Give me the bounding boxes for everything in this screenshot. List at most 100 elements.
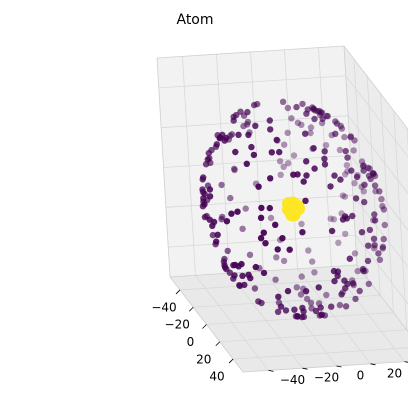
electron-point [328,227,336,235]
electron-point [352,295,359,303]
electron-point [353,173,361,181]
electron-point [231,272,238,279]
electron-point [339,216,347,223]
electron-point [303,295,311,303]
electron-point [302,130,309,137]
electron-point [251,101,258,109]
y-tick-label: 20 [387,366,402,380]
electron-point [371,242,378,249]
electron-point [233,111,240,119]
electron-point [213,141,220,148]
electron-point [248,143,255,151]
electron-point [280,163,287,170]
electron-point [205,149,212,157]
electron-point [280,257,288,265]
electron-point [321,161,329,168]
electron-point [221,137,228,144]
electron-point [201,201,208,208]
pane-edge [156,45,345,59]
floor-pane [170,265,408,372]
electron-point [375,250,382,257]
electron-point [288,115,295,122]
electron-point [267,175,274,182]
electron-point [360,167,367,174]
electron-point [352,195,360,202]
electron-point [342,230,349,238]
electron-point [285,160,292,167]
electron-point [298,220,305,228]
electron-point [349,280,357,287]
electron-point [299,229,306,236]
electron-point [381,221,388,229]
electron-point [257,214,265,221]
electron-point [380,235,387,243]
electron-point [284,129,291,136]
electron-point [290,152,298,159]
electron-point [328,303,335,310]
electron-point [252,122,259,129]
gridline-z-left [163,155,351,168]
electron-point [299,304,306,312]
electron-point [309,258,316,265]
y-tick-mark [404,361,408,363]
electron-point [303,110,310,117]
electron-point [343,162,351,169]
electron-point [297,291,305,298]
electron-point [239,272,246,280]
electron-point [266,204,273,212]
electron-point [237,108,244,115]
electron-point [268,149,275,156]
electron-point [331,277,338,285]
x-tick-mark [202,324,207,329]
electron-point [213,238,220,245]
y-tick-label: −40 [280,373,305,387]
electron-point [275,293,282,300]
electron-point [274,308,282,315]
electron-point [354,267,361,275]
electron-point [294,312,301,320]
electron-point [273,254,280,261]
electron-point [276,148,283,156]
electron-point [286,246,293,253]
electron-point [267,126,274,133]
electron-point [231,165,238,172]
electron-point [284,104,292,112]
electron-point [336,146,344,154]
electron-point [252,263,259,271]
electron-point [338,291,345,298]
electron-point [379,245,386,252]
electron-point [204,156,211,163]
electron-point [310,106,317,113]
electron-point [330,216,338,223]
electron-point [300,178,307,185]
electron-point [282,307,290,314]
axes-edges [156,45,408,373]
y-tick-mark [302,367,308,370]
electron-point [293,284,300,291]
electron-point [245,271,252,278]
electron-point [218,181,225,189]
electron-point [299,100,306,108]
electron-point [245,131,252,139]
electron-point [307,124,315,131]
electron-point [327,183,334,190]
electron-point [216,135,223,142]
electron-point [371,182,379,189]
electron-point [318,311,326,318]
electron-point [223,218,231,225]
electron-point [311,269,318,276]
electron-point [342,171,349,178]
electron-point [244,118,252,126]
electron-point [228,210,235,217]
gridline-z-left [158,75,346,89]
electron-point [370,235,378,242]
electron-point [350,147,357,154]
electron-point [366,226,374,234]
electron-point [277,303,285,310]
electron-point [321,148,328,155]
chart-title: Atom [176,12,213,28]
electron-point [260,229,267,236]
electron-point [224,247,231,255]
electron-point [310,145,317,152]
